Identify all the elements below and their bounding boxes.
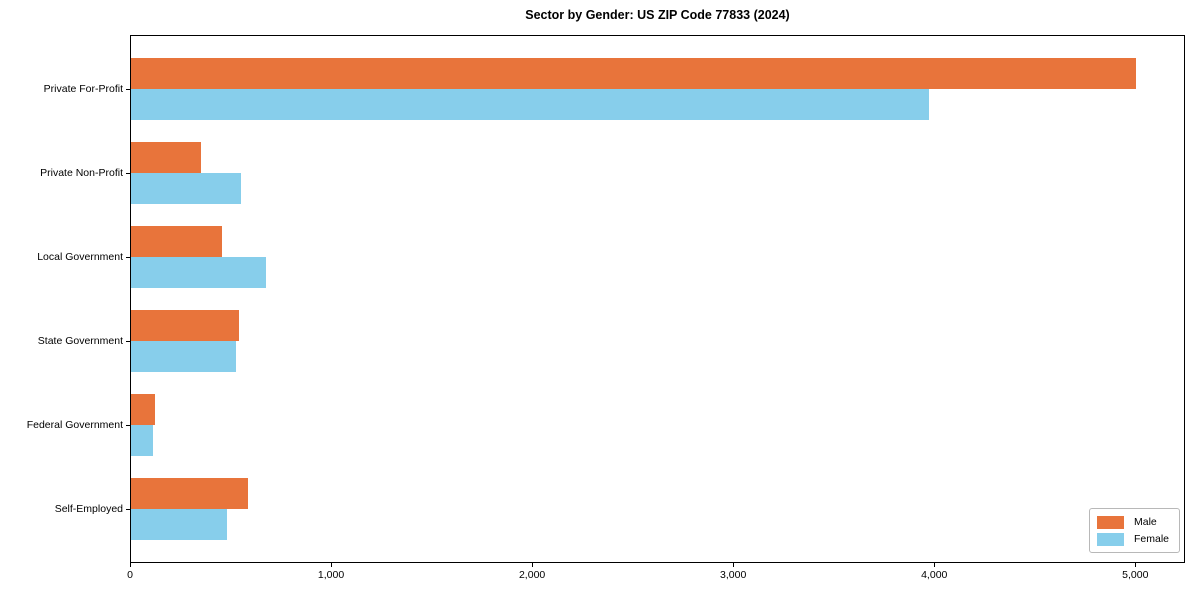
x-axis-tick xyxy=(733,563,735,567)
y-axis-label-private-for-profit: Private For-Profit xyxy=(43,83,123,95)
y-axis-tick xyxy=(126,509,130,511)
y-axis-label-local-government: Local Government xyxy=(37,251,123,263)
y-axis-tick xyxy=(126,425,130,427)
x-axis-tick xyxy=(532,563,534,567)
bar-female-private-for-profit xyxy=(131,88,930,120)
x-axis-tick-label-2000: 2,000 xyxy=(518,569,546,581)
legend-label-male: Male xyxy=(1134,516,1157,528)
bar-female-private-non-profit xyxy=(131,172,241,204)
x-axis-tick xyxy=(1135,563,1137,567)
bar-female-state-government xyxy=(131,340,236,372)
bar-female-local-government xyxy=(131,256,266,288)
x-axis-tick-label-5000: 5,000 xyxy=(1122,569,1149,581)
y-axis-tick xyxy=(126,341,130,343)
x-axis-tick xyxy=(934,563,936,567)
bar-male-private-for-profit xyxy=(131,57,1137,89)
male-series-swatch xyxy=(1097,516,1124,529)
x-axis-tick xyxy=(331,563,333,567)
x-axis-tick-label-3000: 3,000 xyxy=(720,569,747,581)
y-axis-tick xyxy=(126,173,130,175)
x-axis-tick xyxy=(130,563,132,567)
female-series-swatch xyxy=(1097,533,1124,546)
bar-male-self-employed xyxy=(131,477,248,509)
legend-entry-male: Male xyxy=(1097,515,1172,530)
bar-male-local-government xyxy=(131,225,223,257)
plot-area xyxy=(130,35,1185,563)
y-axis-label-private-non-profit: Private Non-Profit xyxy=(40,167,123,179)
bar-male-state-government xyxy=(131,309,239,341)
x-axis-tick-label-4000: 4,000 xyxy=(921,569,948,581)
x-axis-tick-label-1000: 1,000 xyxy=(317,569,345,581)
bar-male-federal-government xyxy=(131,393,156,425)
legend-entry-female: Female xyxy=(1097,532,1172,547)
x-axis-tick-label-0: 0 xyxy=(127,569,133,581)
y-axis-tick xyxy=(126,89,130,91)
chart-title: Sector by Gender: US ZIP Code 77833 (202… xyxy=(525,8,790,22)
y-axis-tick xyxy=(126,257,130,259)
legend-label-female: Female xyxy=(1134,533,1170,545)
bar-male-private-non-profit xyxy=(131,141,202,173)
y-axis-label-federal-government: Federal Government xyxy=(26,419,123,431)
legend: Male Female xyxy=(1089,508,1180,553)
y-axis-label-self-employed: Self-Employed xyxy=(54,503,123,515)
bar-female-federal-government xyxy=(131,424,154,456)
y-axis-label-state-government: State Government xyxy=(37,335,123,347)
bar-female-self-employed xyxy=(131,508,227,540)
